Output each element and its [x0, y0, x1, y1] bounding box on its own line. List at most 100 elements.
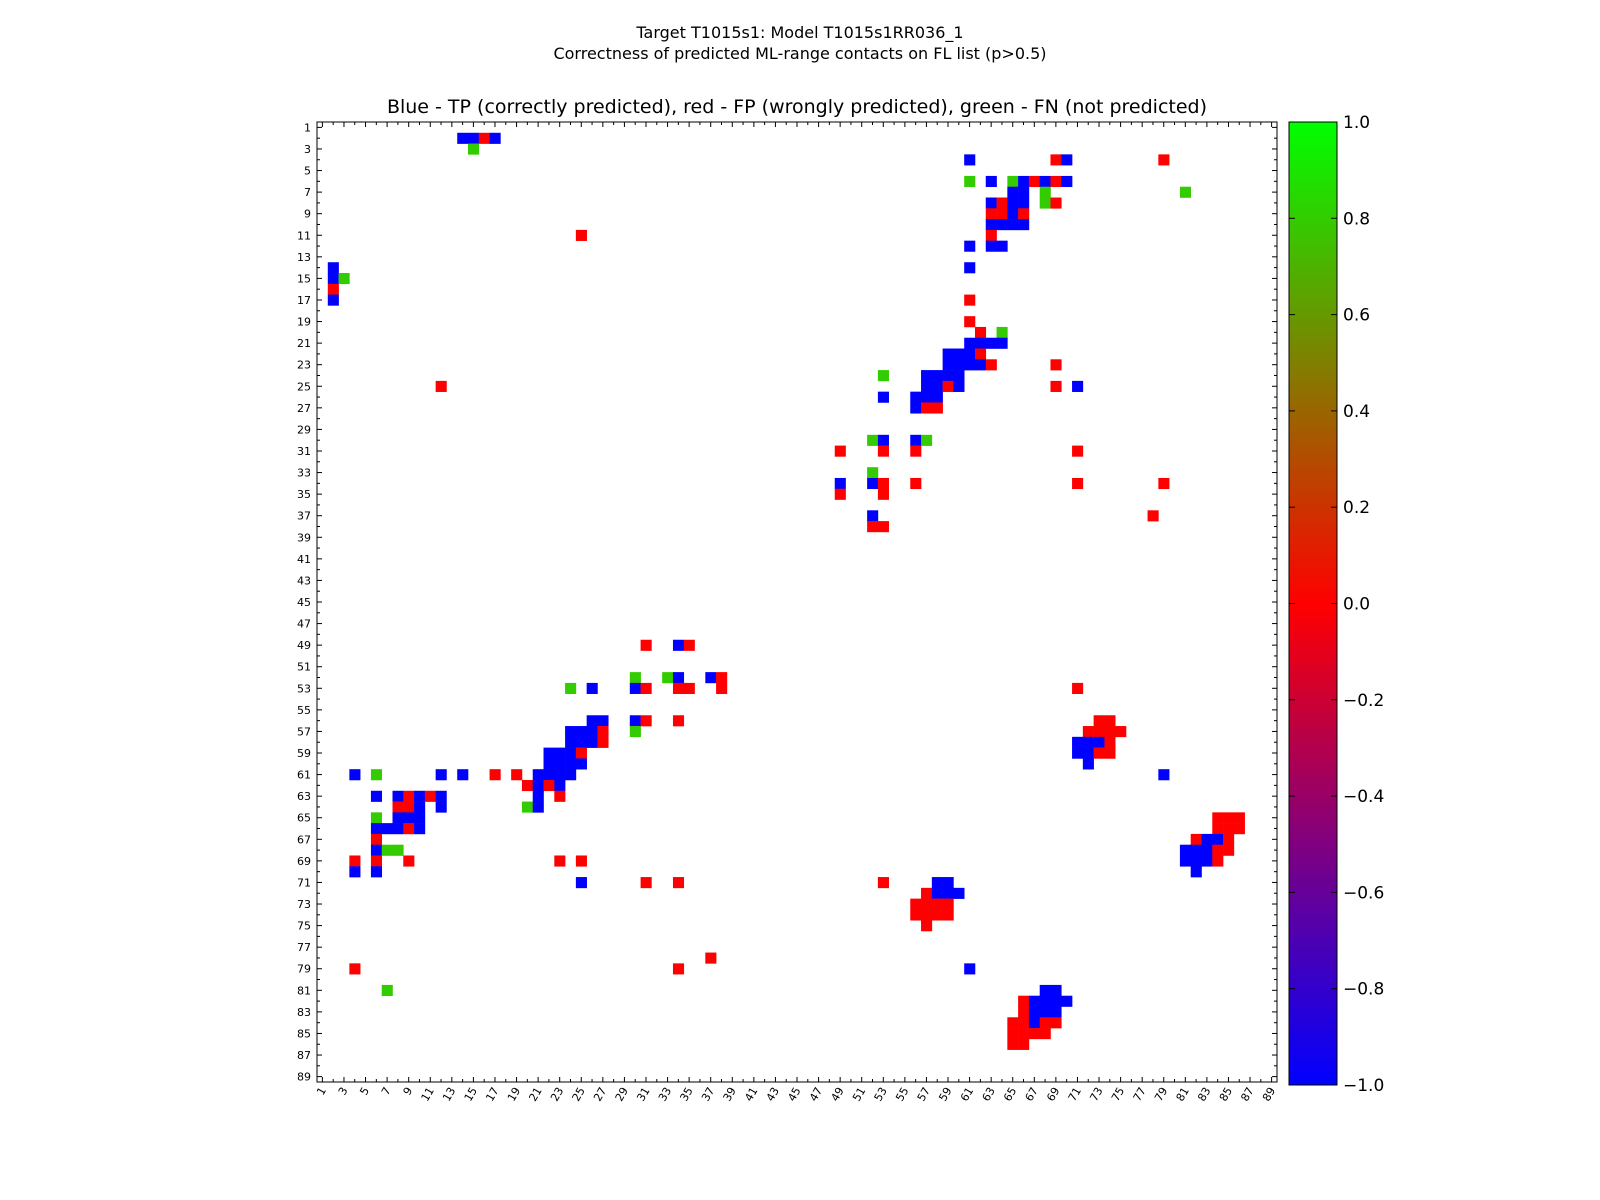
- contact-cell: [974, 348, 987, 360]
- colorbar-tick-label: −1.0: [1343, 1076, 1384, 1096]
- contact-cell: [1212, 833, 1224, 845]
- contact-cell: [1039, 984, 1051, 997]
- y-tick-label: 11: [297, 229, 311, 242]
- contact-cell: [554, 758, 566, 770]
- x-tick-label: 57: [915, 1085, 933, 1104]
- contact-cell: [942, 887, 954, 899]
- contact-cell: [964, 154, 976, 166]
- contact-cell: [1007, 1028, 1019, 1040]
- contact-cell: [910, 909, 922, 921]
- contact-cell: [1104, 726, 1116, 738]
- x-tick-label: 51: [850, 1085, 868, 1104]
- x-tick-label: 41: [742, 1085, 760, 1104]
- contact-cells: [327, 132, 1245, 1050]
- contact-cell: [565, 682, 577, 694]
- y-tick-label: 19: [297, 316, 311, 329]
- y-tick-label: 33: [297, 467, 311, 480]
- y-tick-label: 7: [304, 186, 311, 199]
- contact-cell: [1039, 1017, 1051, 1029]
- contact-cell: [964, 348, 976, 360]
- contact-cell: [543, 779, 555, 792]
- contact-cell: [349, 866, 361, 878]
- y-tick-labels: 1357911131517192123252729313335373941434…: [297, 121, 311, 1083]
- contact-cell: [1082, 726, 1094, 738]
- contact-cell: [1028, 1006, 1040, 1018]
- contact-cell: [867, 477, 879, 490]
- contact-cell: [1115, 726, 1127, 738]
- contact-cell: [554, 779, 566, 792]
- contact-cell: [521, 779, 534, 792]
- contact-cell: [327, 283, 339, 295]
- contact-cell: [543, 769, 555, 781]
- colorbar-tick-label: 1.0: [1343, 113, 1370, 133]
- y-tick-label: 9: [304, 208, 311, 221]
- contact-cell: [414, 823, 426, 835]
- contact-cell: [554, 769, 566, 781]
- contact-cell: [716, 672, 728, 684]
- contact-cell: [921, 391, 933, 403]
- contact-cell: [931, 391, 943, 403]
- contact-cell: [554, 747, 566, 759]
- contact-cell: [683, 639, 695, 651]
- contact-cell: [629, 682, 641, 694]
- contact-cell: [953, 348, 965, 360]
- x-tick-label: 37: [699, 1085, 717, 1104]
- x-tick-label: 33: [656, 1085, 674, 1104]
- contact-cell: [964, 963, 976, 975]
- contact-cell: [1039, 1006, 1051, 1018]
- contact-cell: [597, 726, 609, 738]
- contact-cell: [672, 877, 685, 889]
- contact-cell: [1179, 855, 1192, 867]
- x-tick-label: 39: [721, 1085, 739, 1104]
- contact-cell: [1082, 758, 1094, 770]
- contact-cell: [392, 823, 404, 835]
- contact-cell: [640, 639, 652, 651]
- contact-cell: [1018, 208, 1030, 220]
- contact-cell: [327, 294, 339, 306]
- contact-cell: [554, 855, 566, 867]
- contact-cell: [349, 963, 361, 975]
- contact-cell: [1061, 154, 1073, 166]
- colorbar-tick-label: 0.8: [1343, 209, 1370, 229]
- contact-cell: [1093, 726, 1105, 738]
- y-tick-label: 39: [297, 531, 311, 544]
- contact-cell: [1223, 823, 1235, 835]
- contact-cell: [834, 477, 846, 490]
- contact-cell: [403, 823, 415, 835]
- contact-cell: [327, 262, 339, 274]
- contact-cell: [931, 887, 943, 899]
- contact-cell: [985, 175, 997, 188]
- contact-cell: [565, 736, 577, 748]
- contact-cell: [1201, 855, 1213, 867]
- contact-cell: [370, 855, 383, 867]
- contact-cell: [1039, 197, 1051, 209]
- y-tick-label: 45: [297, 596, 311, 609]
- contact-cell: [1018, 219, 1030, 231]
- x-tick-label: 75: [1109, 1085, 1127, 1104]
- contact-cell: [478, 132, 490, 144]
- contact-cell: [575, 855, 587, 867]
- contact-cell: [985, 197, 997, 209]
- contact-cell: [877, 370, 889, 382]
- contact-cell: [877, 877, 889, 889]
- y-tick-label: 41: [297, 553, 311, 566]
- contact-cell: [921, 434, 933, 446]
- contact-cell: [985, 240, 997, 252]
- contact-cell: [1233, 812, 1245, 824]
- x-tick-label: 43: [764, 1085, 782, 1104]
- contact-cell: [1072, 477, 1084, 490]
- contact-cell: [1158, 769, 1170, 781]
- colorbar-tick-label: 0.0: [1343, 595, 1370, 615]
- y-tick-label: 61: [297, 769, 311, 782]
- contact-cell: [1212, 844, 1224, 856]
- contact-cell: [521, 801, 534, 813]
- contact-cell: [1061, 995, 1073, 1007]
- contact-cell: [468, 132, 480, 144]
- contact-cell: [575, 877, 587, 889]
- contact-cell: [1072, 736, 1084, 748]
- contact-cell: [1072, 445, 1084, 457]
- x-tick-label: 59: [936, 1085, 954, 1104]
- contact-cell: [985, 219, 997, 231]
- x-tick-label: 5: [357, 1085, 372, 1098]
- contact-cell: [392, 801, 404, 813]
